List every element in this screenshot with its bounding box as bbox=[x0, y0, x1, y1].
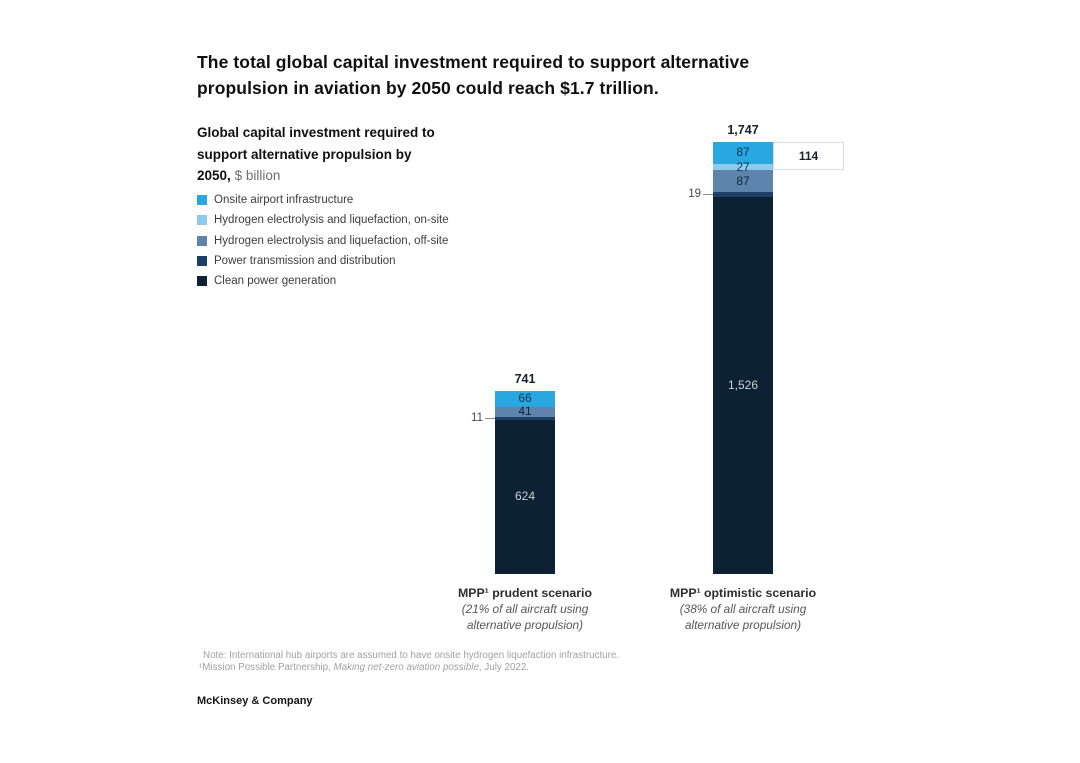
legend: Onsite airport infrastructure Hydrogen el… bbox=[197, 190, 449, 291]
callout-114-box: 114 bbox=[773, 142, 844, 171]
legend-item-hydrogen-electrolysis-off-site: Hydrogen electrolysis and liquefaction, … bbox=[197, 231, 449, 251]
chart-subtitle-bold: Global capital investment required to su… bbox=[197, 125, 435, 183]
segment-onsite-airport-infrastructure bbox=[495, 390, 555, 407]
category-label: MPP¹ prudent scenario (21% of all aircraf… bbox=[430, 585, 620, 633]
category-title: MPP¹ optimistic scenario bbox=[669, 586, 817, 600]
category-label: MPP¹ optimistic scenario (38% of all airc… bbox=[648, 585, 838, 633]
legend-label: Onsite airport infrastructure bbox=[214, 194, 354, 207]
legend-label: Power transmission and distribution bbox=[214, 255, 396, 268]
segment-hydrogen-electrolysis-off-site bbox=[495, 406, 555, 417]
footnote-note-line: Note: International hub airports are ass… bbox=[203, 650, 620, 661]
category-subtitle: (21% of all aircraft using alternative p… bbox=[461, 602, 589, 632]
legend-label: Hydrogen electrolysis and liquefaction, … bbox=[214, 214, 449, 227]
segment-value: 87 bbox=[736, 145, 750, 160]
category-subtitle: (38% of all aircraft using alternative p… bbox=[679, 602, 807, 632]
footnote: Note: International hub airports are ass… bbox=[199, 650, 759, 674]
segment-power-transmission-distribution bbox=[713, 191, 773, 197]
segment-clean-power-generation bbox=[495, 419, 555, 574]
chart-subtitle-unit: $ billion bbox=[234, 168, 281, 183]
page-title: The total global capital investment requ… bbox=[197, 52, 750, 98]
segment-value: 66 bbox=[518, 391, 532, 406]
category-title: MPP¹ prudent scenario bbox=[458, 586, 592, 600]
footnote-source-line: ¹Mission Possible Partnership, Making ne… bbox=[199, 662, 530, 673]
segment-value-outside: 19 bbox=[688, 188, 701, 201]
legend-swatch-icon bbox=[197, 256, 207, 267]
legend-item-onsite-airport-infrastructure: Onsite airport infrastructure bbox=[197, 190, 449, 210]
segment-power-transmission-distribution bbox=[495, 416, 555, 420]
legend-swatch-icon bbox=[197, 235, 207, 246]
legend-label: Clean power generation bbox=[214, 275, 337, 288]
segment-value: 1,526 bbox=[727, 377, 759, 392]
legend-item-clean-power-generation: Clean power generation bbox=[197, 271, 449, 291]
segment-hydrogen-electrolysis-on-site bbox=[713, 163, 773, 171]
segment-value: 87 bbox=[736, 173, 750, 188]
segment-hydrogen-electrolysis-off-site bbox=[713, 170, 773, 192]
segment-value-outside: 11 bbox=[471, 412, 483, 425]
bar-total-value: 741 bbox=[514, 371, 536, 386]
chart-subtitle: Global capital investment required to su… bbox=[197, 122, 449, 187]
legend-item-hydrogen-electrolysis-on-site: Hydrogen electrolysis and liquefaction, … bbox=[197, 210, 449, 230]
bar-total-value: 1,747 bbox=[727, 123, 759, 138]
segment-value: 624 bbox=[514, 489, 536, 504]
leader-line bbox=[703, 193, 713, 195]
legend-swatch-icon bbox=[197, 276, 207, 287]
legend-label: Hydrogen electrolysis and liquefaction, … bbox=[214, 234, 449, 247]
leader-line bbox=[485, 417, 495, 419]
legend-item-power-transmission-distribution: Power transmission and distribution bbox=[197, 251, 449, 271]
segment-value: 41 bbox=[518, 404, 532, 419]
legend-swatch-icon bbox=[197, 215, 207, 226]
segment-value: 27 bbox=[736, 159, 750, 174]
legend-swatch-icon bbox=[197, 195, 207, 206]
segment-clean-power-generation bbox=[713, 196, 773, 574]
segment-onsite-airport-infrastructure bbox=[713, 142, 773, 164]
mckinsey-brand: McKinsey & Company bbox=[197, 695, 313, 707]
